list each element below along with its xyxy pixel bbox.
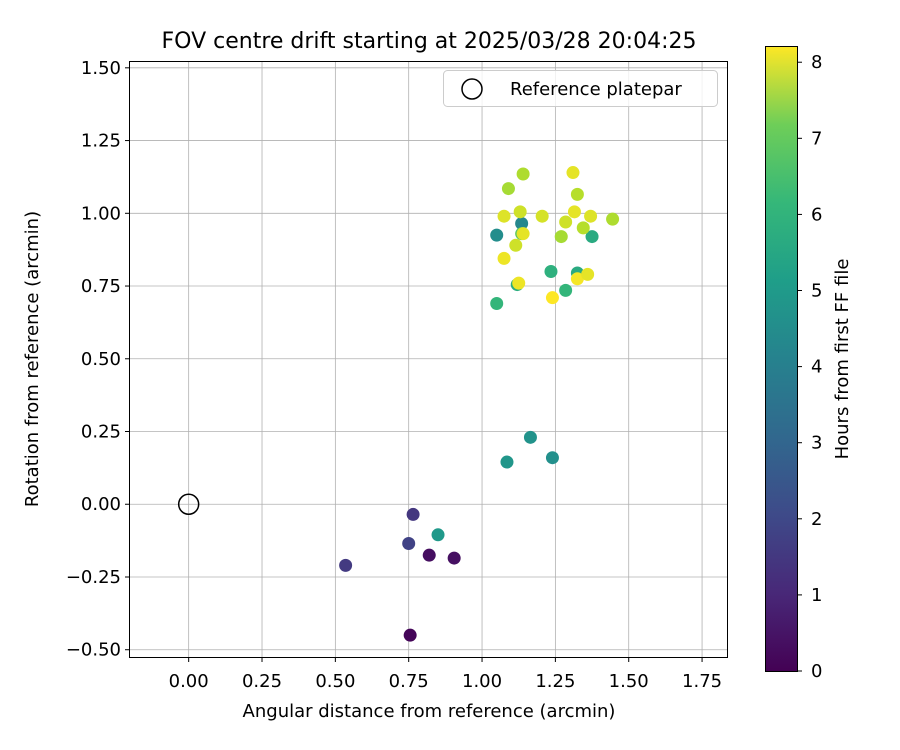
data-point [509,238,523,252]
colorbar-tick-label: 4 [811,357,822,378]
y-axis-label: Rotation from reference (arcmin) [22,211,43,507]
data-point [490,228,504,242]
data-point [581,267,595,281]
data-point [570,187,584,201]
y-axis-ticks: −0.50 −0.25 0.00 0.25 0.50 0.75 1.00 1.25 1.50 [66,58,130,661]
data-point [497,209,511,223]
data-point [515,216,529,230]
data-point [606,212,620,226]
data-point [339,558,353,572]
legend: Reference platepar [443,70,718,107]
plot-frame [129,61,728,658]
x-tick-label: 0.75 [389,671,429,692]
y-tick-label: −0.25 [66,567,121,588]
legend-reference-marker [461,78,483,100]
chart-title: FOV centre drift starting at 2025/03/28 … [162,29,697,54]
data-point [447,551,461,565]
legend-reference-label: Reference platepar [510,79,682,100]
data-point [545,451,559,465]
x-tick-label: 1.00 [462,671,502,692]
x-axis-ticks: 0.00 0.25 0.50 0.75 1.00 1.25 1.50 1.75 [169,657,722,692]
y-tick-label: 0.00 [81,494,121,515]
y-tick-label: 0.25 [81,422,121,443]
y-tick-label: 0.75 [81,276,121,297]
data-point [554,230,568,244]
colorbar-tick-label: 8 [811,52,822,73]
x-tick-label: 0.00 [169,671,209,692]
data-point [516,227,530,241]
data-point [490,296,504,310]
data-point [513,205,527,219]
grid [130,62,727,657]
data-point [500,455,514,469]
reference-layer [177,493,200,515]
colorbar-ticks: 0 1 2 3 4 5 6 7 8 [797,52,822,682]
points-layer [339,166,620,642]
data-point [570,272,584,286]
y-tick-label: −0.50 [66,640,121,661]
data-point [497,251,511,265]
colorbar-gradient [765,46,798,672]
colorbar-tick-label: 3 [811,433,822,454]
y-tick-label: 0.50 [81,349,121,370]
data-point [422,548,436,562]
data-point [544,264,558,278]
data-point [431,528,445,542]
colorbar-label: Hours from first FF file [832,259,853,460]
data-point [512,276,526,290]
y-tick-label: 1.50 [81,58,121,79]
colorbar: 0 1 2 3 4 5 6 7 8 Hours from first FF file [765,46,853,682]
x-axis-label: Angular distance from reference (arcmin) [243,701,616,722]
colorbar-tick-label: 2 [811,509,822,530]
legend-box [443,70,718,107]
colorbar-tick-label: 1 [811,585,822,606]
data-point [559,283,573,297]
y-tick-label: 1.00 [81,203,121,224]
data-point [406,507,420,521]
reference-point [177,493,200,515]
data-point [545,291,559,305]
data-point [585,230,599,244]
data-point [523,430,537,444]
data-point [516,167,530,181]
colorbar-tick-label: 6 [811,204,822,225]
y-tick-label: 1.25 [81,131,121,152]
colorbar-tick-label: 5 [811,281,822,302]
x-tick-label: 1.25 [535,671,575,692]
x-tick-label: 1.50 [609,671,649,692]
data-point [584,209,598,223]
x-tick-label: 1.75 [682,671,722,692]
data-point [567,205,581,219]
data-point [559,215,573,229]
colorbar-tick-label: 0 [811,661,822,682]
data-point [566,166,580,180]
data-point [403,628,417,642]
data-point [501,182,515,196]
data-point [402,537,416,551]
x-tick-label: 0.50 [315,671,355,692]
colorbar-tick-label: 7 [811,128,822,149]
data-point [576,221,590,235]
data-point [535,209,549,223]
x-tick-label: 0.25 [242,671,282,692]
